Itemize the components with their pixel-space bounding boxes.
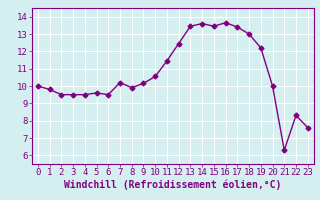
X-axis label: Windchill (Refroidissement éolien,°C): Windchill (Refroidissement éolien,°C): [64, 180, 282, 190]
